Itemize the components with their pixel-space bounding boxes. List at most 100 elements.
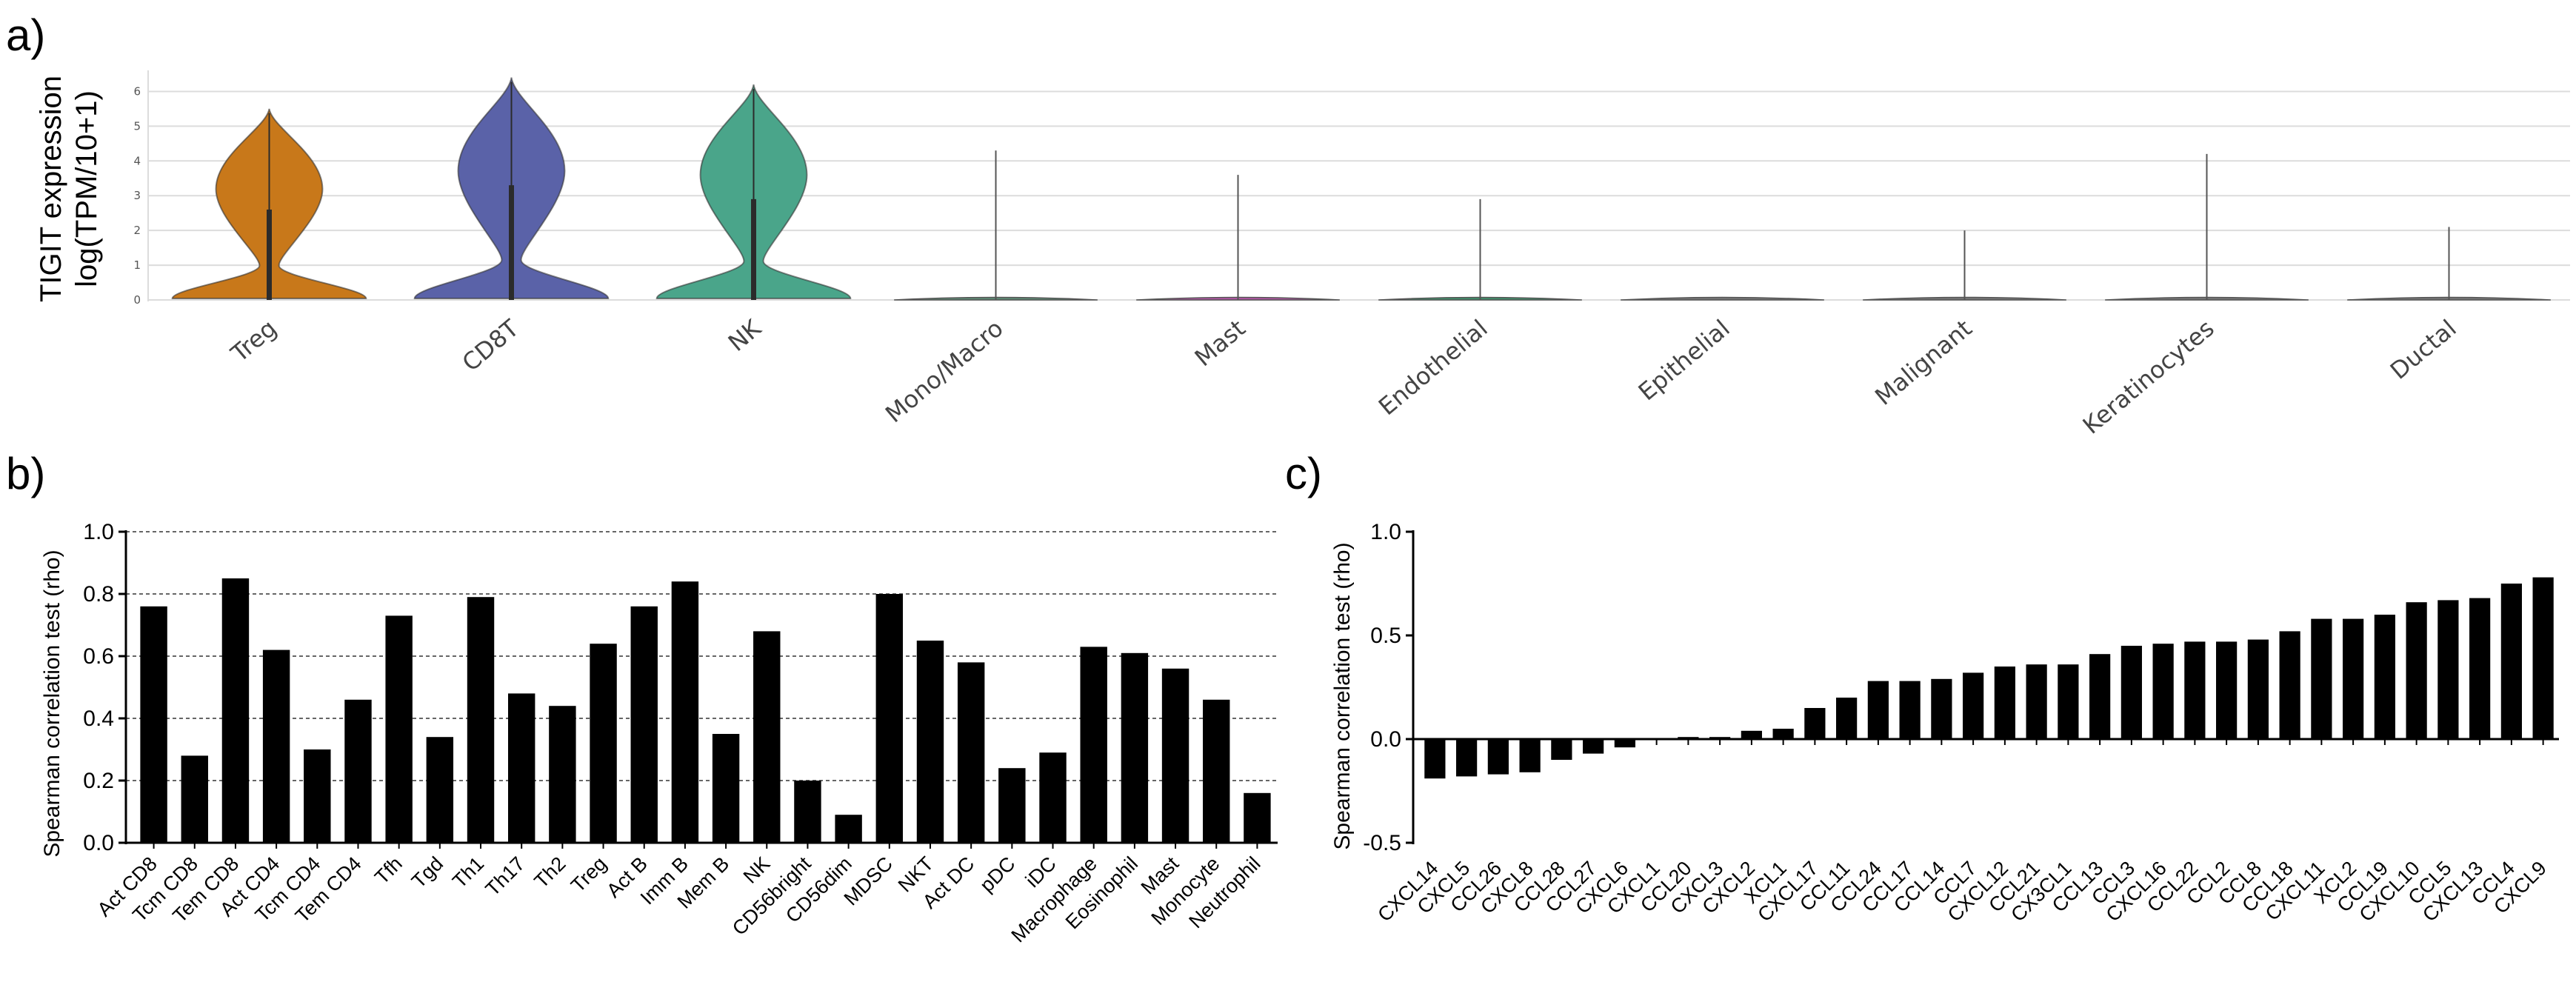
bar-ccl19 (2374, 615, 2395, 739)
panel-b-category-label-th17: Th17 (481, 852, 530, 901)
bar-idc (1039, 752, 1067, 843)
panel-b-ytick-label: 0.6 (83, 644, 114, 669)
panel-a-ytick-label: 0 (133, 293, 141, 307)
panel-a-ylabel-line1: TIGIT expression (35, 76, 67, 302)
bar-eosinophil (1121, 652, 1149, 843)
panel-a-category-label-mono-macro: Mono/Macro (880, 314, 1009, 428)
panel-a-category-label-ductal: Ductal (2385, 314, 2462, 385)
bar-cxcl5 (1456, 739, 1478, 777)
panel-b-ytick-label: 0.8 (83, 582, 114, 607)
bar-mdsc (875, 594, 904, 843)
bar-neutrophil (1244, 792, 1271, 843)
panel-a-ytick-label: 3 (133, 189, 141, 202)
violin-epithelial (1621, 296, 1824, 301)
bar-ccl17 (1899, 681, 1921, 739)
bar-ccl2 (2216, 641, 2238, 739)
bar-ccl7 (1963, 672, 1984, 739)
bar-tfh (385, 615, 413, 843)
bar-cd56bright (794, 781, 821, 843)
panel-a-category-label-keratinocytes: Keratinocytes (2078, 314, 2220, 440)
bar-ccl18 (2279, 631, 2300, 739)
bar-cx3cl1 (2058, 664, 2079, 739)
bar-treg (590, 644, 617, 843)
bar-tcm-cd8 (181, 755, 208, 843)
bar-tem-cd8 (221, 578, 250, 843)
panel-c-ytick-label: -0.5 (1363, 831, 1401, 855)
bar-nkt (916, 641, 944, 843)
bar-tgd (426, 737, 454, 843)
violin-chart-panel-a: TIGIT expression log(TPM/10+1) 0 1 2 3 4 5 6 T… (35, 70, 2570, 440)
bar-pdc (998, 768, 1026, 843)
bar-cxcl13 (2469, 598, 2491, 739)
bar-act-dc (957, 662, 985, 843)
panel-a-category-label-endothelial: Endothelial (1373, 314, 1493, 421)
panel-c-ytick-label: 0.5 (1370, 624, 1401, 648)
bar-th1 (467, 597, 495, 843)
panel-a-category-label-cd8t: CD8T (457, 314, 524, 377)
panel-a-label: a) (6, 10, 45, 60)
bar-mem-b (712, 734, 740, 843)
panel-b-ylabel: Spearman correlation test (rho) (40, 550, 64, 857)
bar-ccl13 (2089, 654, 2111, 739)
panel-c-ylabel: Spearman correlation test (rho) (1330, 542, 1355, 849)
bar-imm-b (671, 581, 699, 843)
bar-cxcl16 (2152, 644, 2174, 739)
bar-chart-panel-c: Spearman correlation test (rho) -0.5 0.0 0… (1330, 520, 2559, 926)
bar-mast (1161, 668, 1189, 843)
bar-tcm-cd4 (304, 749, 331, 843)
panel-b-category-label-treg: Treg (567, 852, 611, 897)
panel-a-category-label-nk: NK (723, 313, 767, 357)
bar-ccl24 (1867, 681, 1889, 739)
panel-c-ytick-label: 1.0 (1370, 520, 1401, 544)
panel-a-category-label-epithelial: Epithelial (1633, 314, 1735, 406)
panel-a-category-label-mast: Mast (1189, 314, 1251, 372)
panel-b-ytick-label: 0.0 (83, 831, 114, 855)
bar-cxcl2 (1741, 730, 1762, 739)
panel-b-ytick-label: 1.0 (83, 520, 114, 544)
bar-ccl3 (2120, 646, 2142, 739)
bar-ccl5 (2437, 600, 2459, 739)
bar-cxcl12 (1994, 667, 2015, 739)
panel-a-ytick-label: 5 (133, 119, 141, 133)
panel-b-label: b) (6, 449, 45, 498)
bar-tem-cd4 (344, 699, 372, 843)
panel-b-category-label-tfh: Tfh (370, 852, 407, 889)
panel-b-category-label-tgd: Tgd (407, 852, 447, 892)
bar-ccl22 (2184, 641, 2206, 739)
bar-act-cd4 (262, 649, 290, 843)
bar-cxcl14 (1424, 739, 1446, 779)
bar-cxcl9 (2532, 577, 2554, 739)
bar-xcl1 (1772, 729, 1794, 739)
bar-monocyte (1203, 699, 1230, 843)
bar-ccl8 (2247, 639, 2269, 739)
bar-th2 (549, 706, 576, 843)
bar-cxcl10 (2406, 602, 2427, 739)
bar-ccl21 (2026, 664, 2047, 739)
panel-b-category-label-pdc: pDC (975, 852, 1019, 896)
bar-th17 (507, 693, 535, 843)
panel-b-category-label-th2: Th2 (530, 852, 570, 892)
panel-a-ytick-label: 4 (133, 154, 141, 167)
bar-ccl11 (1836, 698, 1858, 739)
bar-ccl27 (1583, 739, 1604, 754)
bar-ccl4 (2500, 584, 2522, 739)
panel-a-category-label-treg: Treg (225, 314, 282, 368)
bar-cd56dim (835, 815, 862, 843)
panel-b-ytick-label: 0.2 (83, 769, 114, 793)
panel-c-label: c) (1285, 449, 1322, 498)
bar-act-b (630, 606, 658, 843)
panel-a-ytick-label: 1 (133, 258, 141, 272)
bar-cxcl17 (1804, 708, 1826, 739)
panel-b-ytick-label: 0.4 (83, 707, 114, 731)
bar-xcl2 (2343, 618, 2364, 739)
panel-a-ylabel-line2: log(TPM/10+1) (70, 90, 103, 287)
panel-a-ytick-label: 2 (133, 224, 141, 237)
bar-chart-panel-b: Spearman correlation test (rho) 0.0 0.2 0.… (40, 520, 1278, 946)
bar-cxcl11 (2311, 618, 2332, 739)
bar-ccl14 (1931, 678, 1952, 739)
panel-c-ytick-label: 0.0 (1370, 727, 1401, 752)
bar-macrophage (1080, 647, 1107, 843)
bar-act-cd8 (140, 606, 167, 843)
panel-a-ytick-label: 6 (133, 84, 141, 98)
